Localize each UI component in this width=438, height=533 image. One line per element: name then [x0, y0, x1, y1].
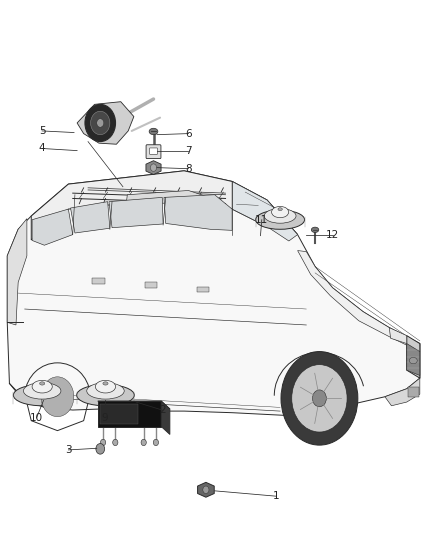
Ellipse shape — [149, 128, 158, 135]
Circle shape — [85, 104, 116, 142]
Polygon shape — [109, 197, 163, 228]
Ellipse shape — [77, 384, 134, 406]
Circle shape — [100, 439, 106, 446]
Ellipse shape — [278, 208, 283, 211]
Bar — [100, 403, 138, 424]
Bar — [197, 287, 209, 292]
Ellipse shape — [87, 383, 124, 399]
Polygon shape — [98, 401, 161, 426]
Text: 11: 11 — [255, 215, 268, 225]
Ellipse shape — [95, 381, 116, 393]
Polygon shape — [127, 190, 219, 207]
Polygon shape — [161, 401, 170, 434]
FancyBboxPatch shape — [146, 145, 161, 159]
Polygon shape — [389, 328, 407, 344]
Circle shape — [203, 486, 209, 494]
Bar — [145, 282, 157, 288]
Ellipse shape — [272, 206, 289, 217]
Text: 10: 10 — [30, 413, 43, 423]
Bar — [408, 387, 419, 397]
Circle shape — [96, 443, 105, 454]
Text: 3: 3 — [65, 445, 72, 455]
Polygon shape — [407, 344, 420, 375]
Polygon shape — [297, 251, 420, 352]
Circle shape — [312, 390, 326, 407]
Ellipse shape — [256, 210, 304, 229]
Polygon shape — [7, 219, 27, 325]
Bar — [92, 278, 105, 284]
Polygon shape — [32, 209, 73, 245]
Circle shape — [281, 352, 358, 445]
Polygon shape — [71, 201, 110, 233]
Ellipse shape — [103, 382, 108, 385]
Polygon shape — [7, 171, 420, 416]
Text: 12: 12 — [326, 230, 339, 240]
Circle shape — [153, 439, 159, 446]
Circle shape — [91, 111, 110, 135]
Ellipse shape — [32, 381, 52, 393]
Text: 5: 5 — [39, 126, 46, 136]
Ellipse shape — [13, 384, 71, 406]
Text: 1: 1 — [272, 491, 279, 501]
Circle shape — [41, 377, 74, 417]
Polygon shape — [232, 181, 297, 241]
Ellipse shape — [410, 358, 417, 364]
Circle shape — [97, 119, 104, 127]
Circle shape — [292, 365, 347, 432]
Text: 8: 8 — [185, 164, 192, 174]
Circle shape — [150, 164, 156, 171]
Text: 6: 6 — [185, 128, 192, 139]
Polygon shape — [77, 102, 134, 144]
Text: 4: 4 — [39, 143, 46, 154]
Circle shape — [141, 439, 146, 446]
Polygon shape — [164, 195, 232, 230]
Text: 9: 9 — [101, 413, 108, 423]
Polygon shape — [31, 171, 297, 240]
Polygon shape — [198, 482, 214, 497]
Text: 2: 2 — [159, 405, 166, 415]
Ellipse shape — [264, 208, 296, 223]
Circle shape — [113, 439, 118, 446]
Polygon shape — [146, 161, 161, 174]
Ellipse shape — [24, 383, 61, 399]
Ellipse shape — [39, 382, 45, 385]
Polygon shape — [385, 378, 420, 406]
Polygon shape — [407, 336, 420, 378]
FancyBboxPatch shape — [150, 148, 157, 155]
Polygon shape — [98, 401, 170, 409]
Ellipse shape — [311, 227, 319, 232]
Text: 7: 7 — [185, 146, 192, 156]
